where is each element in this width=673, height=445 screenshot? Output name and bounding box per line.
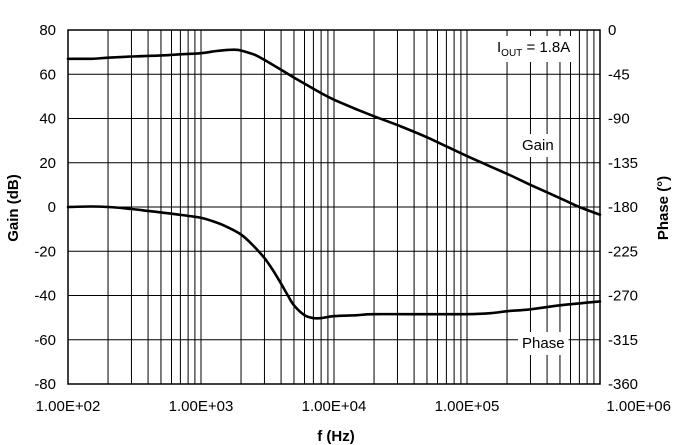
x-tick-label: 1.00E+04 xyxy=(302,398,367,415)
y-tick-label-right: -45 xyxy=(608,66,630,83)
y-tick-label-left: -20 xyxy=(34,243,56,260)
condition-subscript: OUT xyxy=(501,48,522,59)
phase-series-label: Phase xyxy=(522,335,565,352)
y-tick-label-left: 0 xyxy=(48,199,56,216)
grid xyxy=(68,30,600,384)
x-axis-title: f (Hz) xyxy=(317,428,355,445)
gain-series-label: Gain xyxy=(522,137,554,154)
x-tick-label: 1.00E+06 xyxy=(606,398,671,415)
y-tick-label-right: -180 xyxy=(608,199,638,216)
y-tick-label-right: 0 xyxy=(608,22,616,39)
y-tick-label-right: -360 xyxy=(608,376,638,393)
y-tick-label-right: -315 xyxy=(608,332,638,349)
y-tick-label-right: -135 xyxy=(608,155,638,172)
y-tick-label-left: 80 xyxy=(39,22,56,39)
y-tick-label-left: -60 xyxy=(34,332,56,349)
y-tick-label-left: 20 xyxy=(39,155,56,172)
y-axis-title-right: Phase (°) xyxy=(655,176,672,240)
x-tick-label: 1.00E+02 xyxy=(36,398,101,415)
tick-labels: 80 60 40 20 0 -20 -40 -60 -80 0 -45 -90 -135 -180 -225… xyxy=(34,22,671,415)
y-axis-title-left: Gain (dB) xyxy=(5,174,22,242)
y-tick-label-left: 40 xyxy=(39,111,56,128)
x-tick-label: 1.00E+05 xyxy=(435,398,500,415)
y-tick-label-left: -40 xyxy=(34,288,56,305)
condition-value: = 1.8A xyxy=(522,39,570,56)
y-tick-label-left: -80 xyxy=(34,376,56,393)
y-tick-label-right: -90 xyxy=(608,111,630,128)
y-tick-label-left: 60 xyxy=(39,66,56,83)
y-tick-label-right: -270 xyxy=(608,288,638,305)
y-tick-label-right: -225 xyxy=(608,243,638,260)
x-tick-label: 1.00E+03 xyxy=(169,398,234,415)
